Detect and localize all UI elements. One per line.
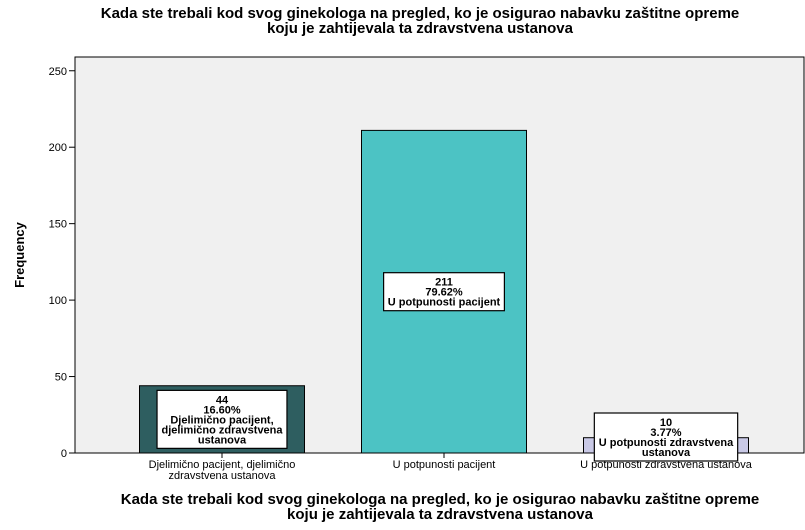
data-label-count: 44 <box>216 394 229 406</box>
y-tick-label: 150 <box>49 219 67 231</box>
data-label-box <box>383 272 505 312</box>
data-label-percent: 3.77% <box>650 427 681 439</box>
data-label-box <box>593 412 739 462</box>
data-label-count: 10 <box>660 417 672 429</box>
y-tick-label: 50 <box>55 372 67 384</box>
data-label-category: U potpunosti pacijent <box>388 297 501 309</box>
x-tick-label: U potpunosti zdravstvena ustanova <box>580 459 753 471</box>
data-label-percent: 79.62% <box>425 287 463 299</box>
data-label-percent: 16.60% <box>203 404 241 416</box>
data-label: 103.77%U potpunosti zdravstvena ustanova <box>593 412 739 462</box>
y-tick-label: 0 <box>61 448 67 460</box>
data-label-count: 211 <box>435 277 453 289</box>
y-tick-label: 100 <box>49 295 67 307</box>
data-label-category: U potpunosti zdravstvena ustanova <box>599 437 734 459</box>
y-tick-label: 200 <box>49 142 67 154</box>
x-tick-label: U potpunosti pacijent <box>393 459 496 471</box>
y-axis-title: Frequency <box>12 221 27 288</box>
chart-title: Kada ste trebali kod svog ginekologa na … <box>101 5 740 37</box>
x-tick-label: Djelimično pacijent, djelimično zdravstve… <box>149 459 296 482</box>
data-label-box <box>156 389 288 449</box>
data-label-category: Djelimično pacijent, djelimično zdravstve… <box>161 414 283 446</box>
y-tick-label: 250 <box>49 66 67 78</box>
x-axis-title: Kada ste trebali kod svog ginekologa na … <box>121 491 760 523</box>
